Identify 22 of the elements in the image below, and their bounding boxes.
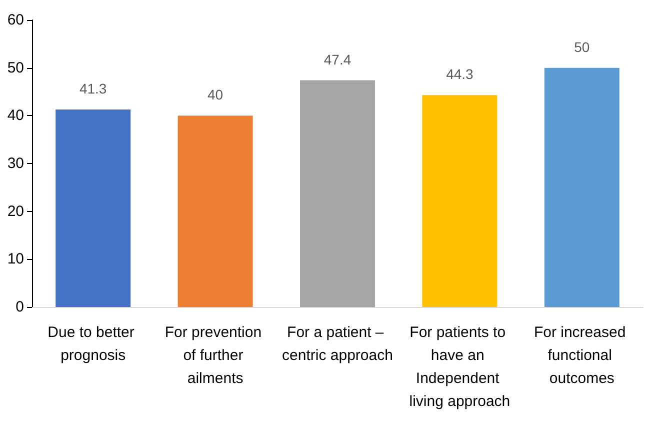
x-tick-label: For prevention of further ailments [164, 324, 266, 387]
y-tick-label: 40 [7, 107, 24, 124]
x-tick-label: For patients to have an Independent living approach [409, 324, 510, 410]
x-tick-label: Due to better prognosis [48, 324, 139, 364]
y-tick-label: 0 [16, 298, 24, 316]
y-tick-label: 30 [7, 155, 24, 172]
y-tick-label: 60 [7, 12, 24, 28]
y-tick-label: 20 [7, 202, 24, 220]
bar [56, 109, 131, 307]
bar [422, 95, 498, 307]
y-tick-label: 50 [7, 59, 24, 76]
bar [544, 68, 620, 307]
bar [178, 116, 253, 307]
bar [300, 80, 375, 307]
data-label: 41.3 [79, 80, 107, 96]
x-tick-label: For a patient – centric approach [282, 324, 393, 364]
data-label: 40 [208, 86, 224, 103]
y-tick-label: 10 [7, 250, 24, 268]
data-label: 47.4 [324, 51, 352, 68]
x-tick-label: For increased functional outcomes [534, 324, 630, 387]
data-label: 44.3 [446, 66, 474, 82]
data-label: 50 [574, 38, 590, 55]
